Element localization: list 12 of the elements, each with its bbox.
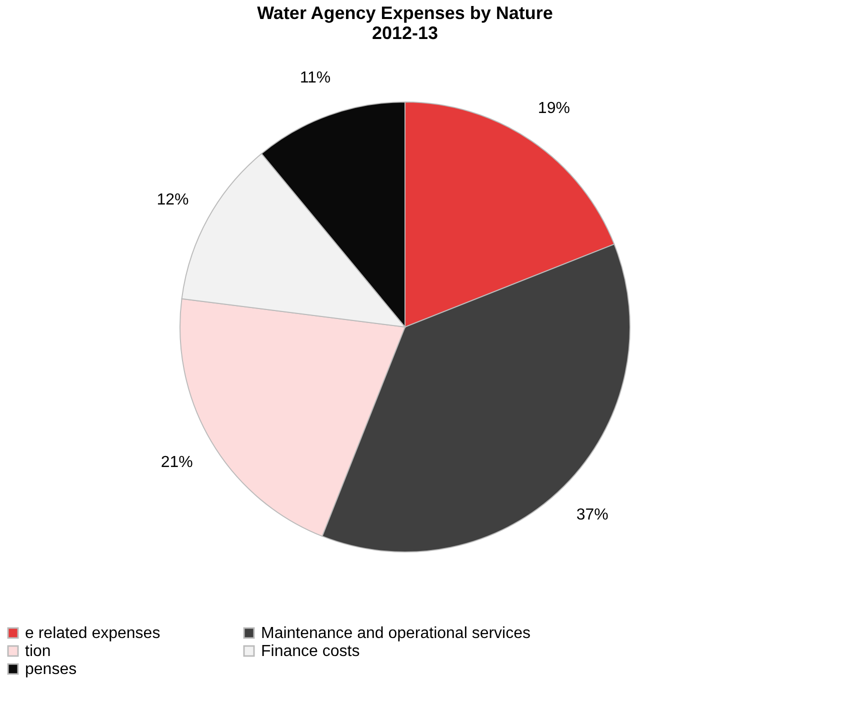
data-label: 21% <box>160 454 193 471</box>
data-label: 11% <box>300 70 331 87</box>
legend-label: penses <box>25 661 77 678</box>
legend-label: e related expenses <box>25 625 160 642</box>
data-label: 12% <box>156 191 189 208</box>
text: Water Agency Expenses by Nature <box>257 3 553 23</box>
legend-label: Finance costs <box>261 643 360 660</box>
legend-label: tion <box>25 643 51 660</box>
text: 2012-13 <box>372 23 438 43</box>
data-label: 37% <box>576 506 608 524</box>
data-label: 19% <box>538 100 570 117</box>
legend-label: Maintenance and operational services <box>261 625 530 642</box>
